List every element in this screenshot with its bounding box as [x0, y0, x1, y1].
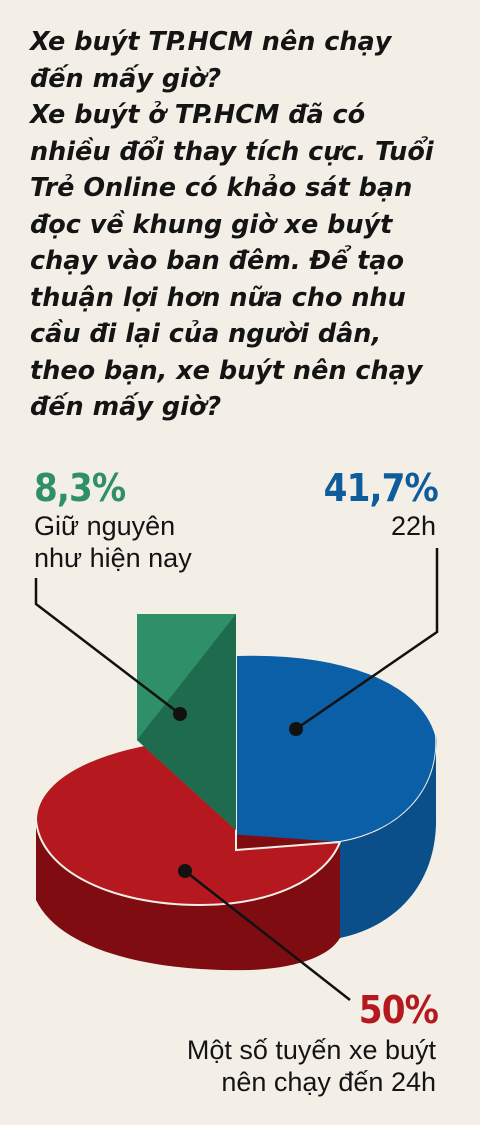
leader-keep-dot: [173, 707, 187, 721]
slice-keep-side: [137, 614, 236, 830]
leader-keep: [34, 578, 181, 715]
slice-24h-top: [34, 734, 342, 907]
slice-22h-outer-face: [340, 735, 437, 938]
label-keep-line1: Giữ nguyên: [34, 511, 176, 541]
leader-24h-dot: [178, 864, 192, 878]
chart-title-block: Xe buýt TP.HCM nên chạy đến mấy giờ? Xe …: [30, 24, 450, 426]
chart-question: Xe buýt ở TP.HCM đã có nhiều đổi thay tí…: [30, 100, 434, 422]
pct-24h: 50%: [358, 988, 439, 1032]
chart-title: Xe buýt TP.HCM nên chạy đến mấy giờ?: [30, 27, 392, 94]
label-24h-line1: Một số tuyến xe buýt: [186, 1035, 436, 1065]
pct-keep: 8,3%: [34, 466, 126, 510]
leader-24h: [184, 870, 351, 1001]
label-22h: 22h: [390, 511, 436, 541]
leader-22h: [295, 548, 439, 731]
leader-22h-dot: [289, 722, 303, 736]
pct-22h: 41,7%: [323, 466, 439, 510]
label-24h-line2: nên chạy đến 24h: [221, 1067, 436, 1097]
label-24h: Một số tuyến xe buýt nên chạy đến 24h: [187, 1034, 436, 1098]
label-keep-line2: như hiện nay: [34, 543, 192, 573]
label-keep: Giữ nguyên như hiện nay: [34, 510, 192, 574]
